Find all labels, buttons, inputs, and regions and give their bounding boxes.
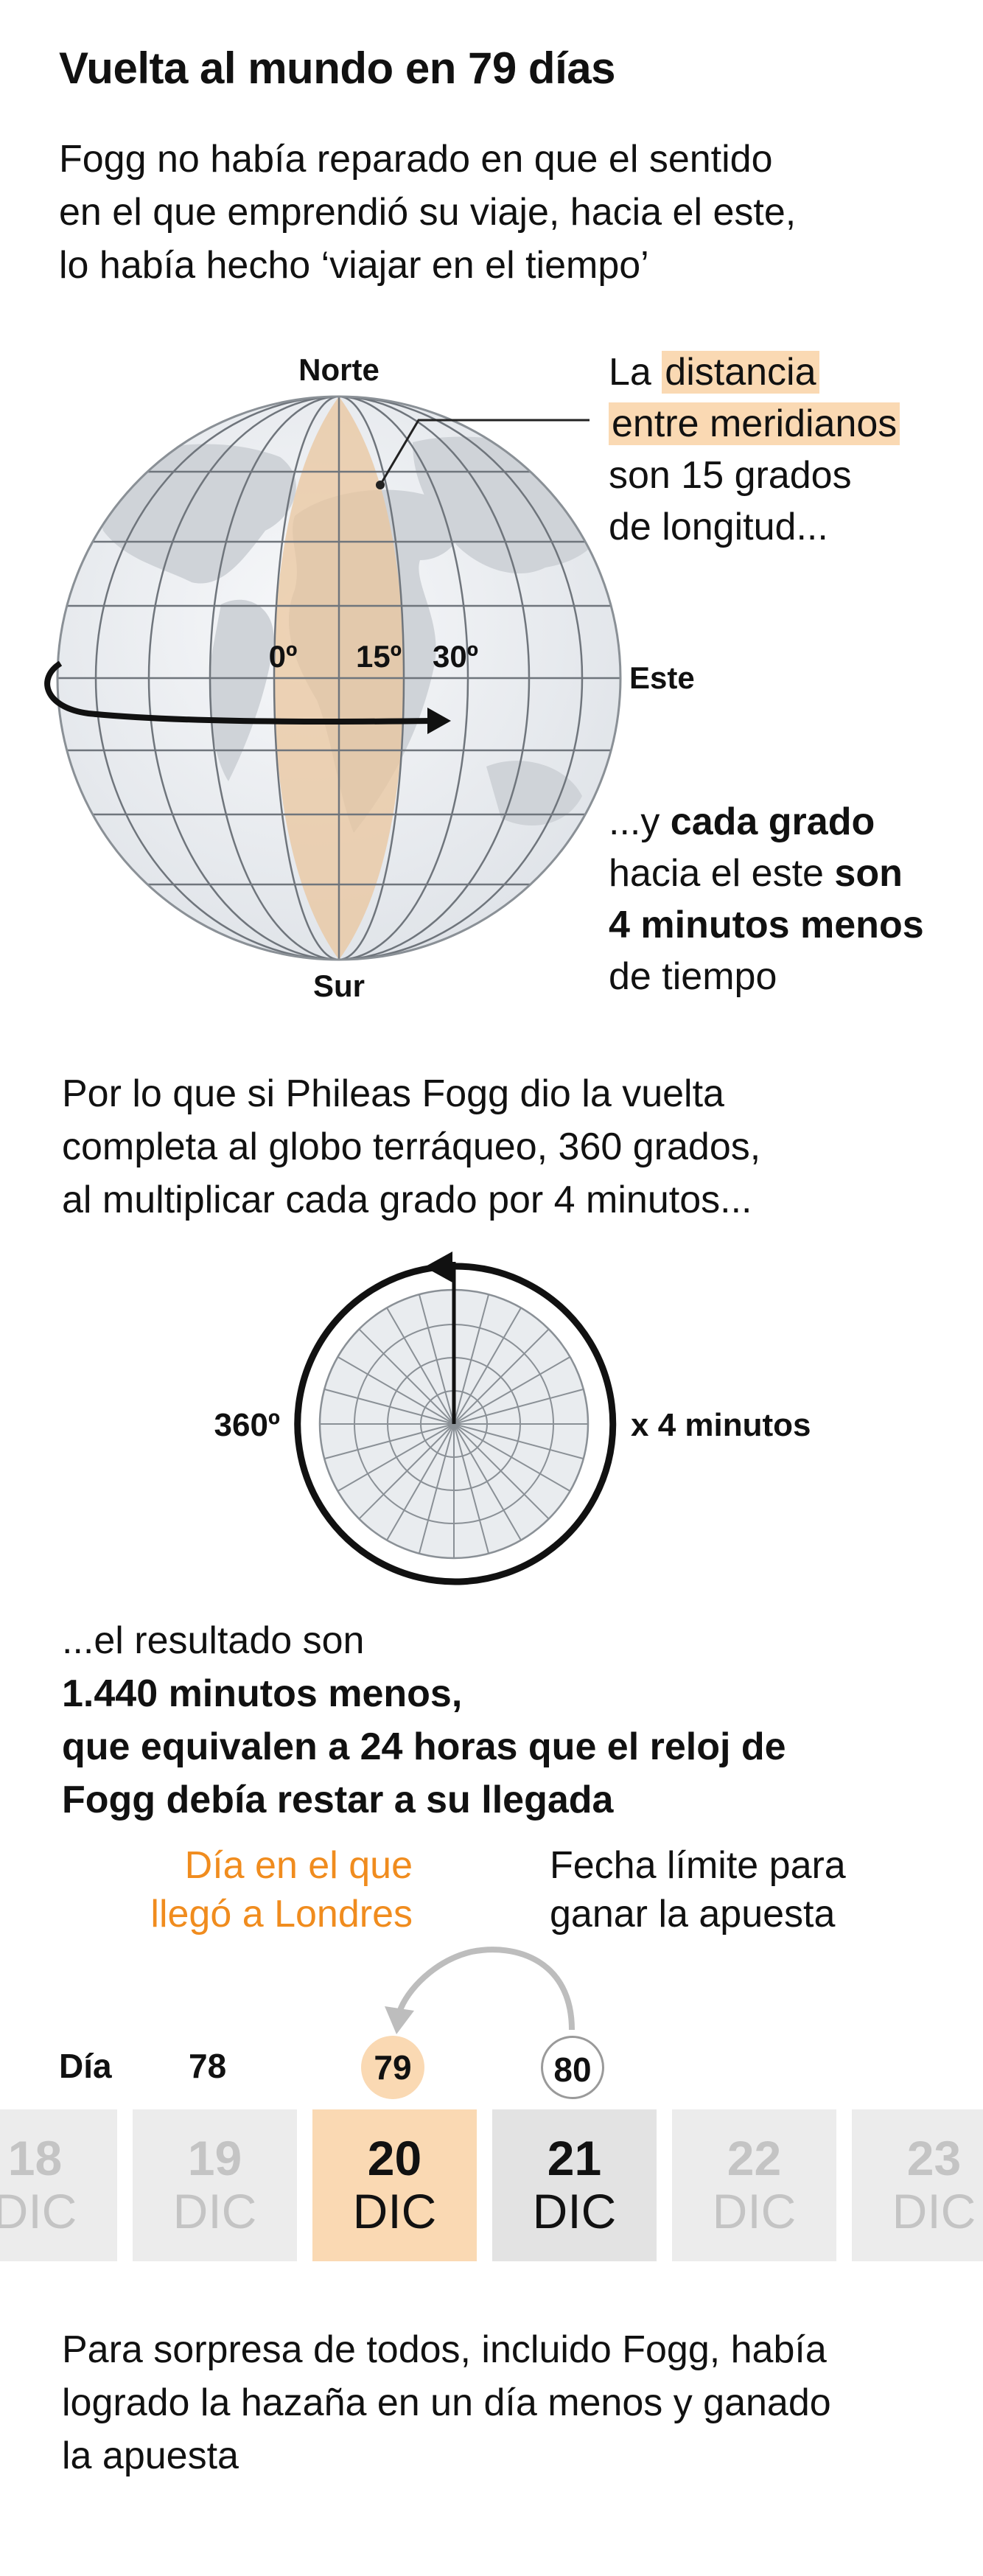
degree-0-label: 0º bbox=[269, 639, 298, 674]
globe-diagram: Norte Sur Este 0º 15º 30º bbox=[44, 352, 695, 1003]
polar-spoke bbox=[453, 1423, 490, 1554]
note-text: hacia el este bbox=[609, 852, 835, 895]
day-label: Día bbox=[59, 2047, 112, 2085]
polar-spoke bbox=[453, 1423, 584, 1460]
result-bold: Fogg debía restar a su llegada bbox=[62, 1779, 614, 1821]
rotation-arrow bbox=[294, 1263, 617, 1585]
conclusion-line: Para sorpresa de todos, incluido Fogg, h… bbox=[62, 2328, 827, 2371]
polar-spoke bbox=[453, 1423, 522, 1541]
calendar-day-23: 23 DIC bbox=[852, 2109, 983, 2261]
arrival-label: Día en el que llegó a Londres bbox=[118, 1841, 413, 1938]
calendar-month: DIC bbox=[172, 2184, 257, 2238]
calendar-day-number: 22 bbox=[727, 2131, 782, 2185]
note-text: ...y bbox=[609, 800, 671, 843]
explanation-text: Por lo que si Phileas Fogg dio la vuelta… bbox=[62, 1067, 946, 1226]
calendar-day-21: 21 DIC bbox=[492, 2109, 657, 2261]
calendar-day-number: 23 bbox=[906, 2131, 962, 2185]
degrees-label: 360º bbox=[214, 1407, 280, 1443]
highlight-text: distancia bbox=[662, 351, 819, 394]
calendar-day-22: 22 DIC bbox=[672, 2109, 836, 2261]
result-bold: que equivalen a 24 horas que el reloj de bbox=[62, 1725, 786, 1768]
calendar-month: DIC bbox=[712, 2184, 797, 2238]
highlight-text: entre meridianos bbox=[609, 402, 900, 445]
note-text: de longitud... bbox=[609, 506, 828, 548]
calendar-day-number: 19 bbox=[187, 2131, 242, 2185]
paragraph-line: al multiplicar cada grado por 4 minutos.… bbox=[62, 1179, 752, 1221]
paragraph-line: completa al globo terráqueo, 360 grados, bbox=[62, 1125, 761, 1168]
east-arrow bbox=[44, 660, 434, 725]
degree-30-label: 30º bbox=[433, 639, 478, 674]
degree-15-label: 15º bbox=[356, 639, 402, 674]
arrival-label-line: Día en el que bbox=[184, 1844, 413, 1887]
page-title: Vuelta al mundo en 79 días bbox=[59, 43, 616, 93]
intro-text: Fogg no había reparado en que el sentido… bbox=[59, 133, 928, 292]
calendar-day-number: 20 bbox=[367, 2131, 422, 2185]
day-78: 78 bbox=[189, 2047, 227, 2085]
calendar-day-number: 18 bbox=[7, 2131, 63, 2185]
result-text: ...el resultado son 1.440 minutos menos,… bbox=[62, 1614, 946, 1826]
deadline-label-line: Fecha límite para bbox=[550, 1844, 846, 1887]
paragraph-line: Por lo que si Phileas Fogg dio la vuelta bbox=[62, 1072, 724, 1115]
deadline-label-line: ganar la apuesta bbox=[550, 1893, 836, 1936]
polar-spoke bbox=[418, 1423, 455, 1554]
calendar-day-19: 19 DIC bbox=[133, 2109, 297, 2261]
intro-line: Fogg no había reparado en que el sentido bbox=[59, 138, 773, 181]
meridian-note: La distancia entre meridianos son 15 gra… bbox=[609, 346, 900, 553]
back-arrow bbox=[385, 1947, 575, 2034]
arrowhead-icon bbox=[427, 708, 451, 734]
calendar-day-18: 18 DIC bbox=[0, 2109, 117, 2261]
polar-spoke bbox=[337, 1423, 455, 1492]
polar-spoke bbox=[453, 1307, 522, 1425]
degree-note: ...y cada grado hacia el este son 4 minu… bbox=[609, 796, 924, 1002]
intro-line: en el que emprendió su viaje, hacia el e… bbox=[59, 191, 797, 234]
conclusion-line: la apuesta bbox=[62, 2434, 239, 2477]
polar-spoke bbox=[386, 1423, 455, 1541]
leader-line bbox=[379, 419, 590, 486]
note-text: de tiempo bbox=[609, 955, 777, 998]
note-bold: son bbox=[834, 852, 903, 895]
north-label: Norte bbox=[298, 352, 379, 387]
note-text: La bbox=[609, 351, 662, 394]
calendar-day-number: 21 bbox=[547, 2131, 602, 2185]
globe-grid bbox=[57, 397, 620, 960]
note-text: son 15 grados bbox=[609, 454, 852, 497]
calendar-day-20: 20 DIC bbox=[312, 2109, 477, 2261]
result-line: ...el resultado son bbox=[62, 1619, 365, 1662]
note-bold: 4 minutos menos bbox=[609, 904, 924, 946]
polar-spoke bbox=[337, 1356, 455, 1425]
polar-spoke bbox=[386, 1307, 455, 1425]
arrowhead-icon bbox=[424, 1252, 452, 1282]
calendar-month: DIC bbox=[532, 2184, 617, 2238]
intro-line: lo había hecho ‘viajar en el tiempo’ bbox=[59, 244, 649, 287]
polar-grid bbox=[320, 1290, 588, 1558]
east-label: Este bbox=[629, 660, 695, 695]
conclusion-text: Para sorpresa de todos, incluido Fogg, h… bbox=[62, 2323, 946, 2482]
calendar-month: DIC bbox=[352, 2184, 437, 2238]
result-bold: 1.440 minutos menos, bbox=[62, 1672, 463, 1715]
minutes-label: x 4 minutos bbox=[631, 1407, 811, 1443]
calendar-month: DIC bbox=[892, 2184, 976, 2238]
polar-diagram: 360º x 4 minutos bbox=[214, 1252, 811, 1585]
back-arrowhead-icon bbox=[385, 2006, 414, 2034]
note-bold: cada grado bbox=[670, 800, 875, 843]
south-label: Sur bbox=[313, 968, 365, 1003]
polar-spoke bbox=[453, 1388, 584, 1425]
conclusion-line: logrado la hazaña en un día menos y gana… bbox=[62, 2381, 831, 2424]
calendar-month: DIC bbox=[0, 2184, 77, 2238]
deadline-label: Fecha límite para ganar la apuesta bbox=[550, 1841, 846, 1938]
day-80-badge: 80 bbox=[541, 2036, 604, 2099]
polar-spoke bbox=[453, 1356, 571, 1425]
polar-spoke bbox=[453, 1423, 571, 1492]
day-79-badge: 79 bbox=[361, 2036, 424, 2099]
arrival-label-line: llegó a Londres bbox=[150, 1893, 413, 1936]
